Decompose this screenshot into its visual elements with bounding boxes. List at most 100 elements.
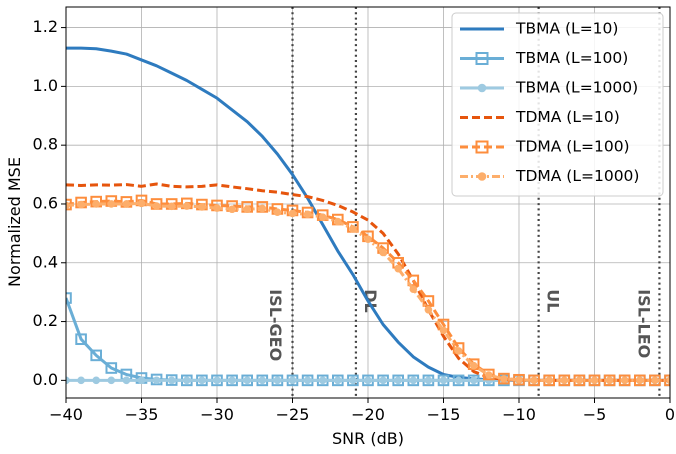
data-point <box>349 376 357 385</box>
data-point <box>258 204 267 213</box>
legend-label: TDMA (L=100) <box>515 138 630 156</box>
legend-label: TDMA (L=1000) <box>515 167 639 185</box>
data-point <box>92 200 100 208</box>
data-point <box>620 376 629 385</box>
data-point <box>379 248 387 257</box>
data-point <box>183 376 191 385</box>
legend: TBMA (L=10) TBMA (L=100) TBMA (L=1000) TDMA… <box>451 12 664 197</box>
data-point <box>228 205 236 214</box>
x-tick-label: −35 <box>125 405 159 424</box>
data-point <box>409 376 418 385</box>
data-point <box>334 376 342 385</box>
data-point <box>545 376 554 385</box>
data-point <box>454 376 463 385</box>
data-point <box>500 375 508 383</box>
y-tick-label: 0.2 <box>33 311 58 330</box>
y-axis-label: Normalized MSE <box>5 157 24 287</box>
data-point <box>424 376 433 385</box>
axes-layer: −40 −35 −30 −25 −20 −15 −10 −5 0 0.0 0.2 0.4 0.6 0.8 1… <box>33 6 675 424</box>
data-point <box>152 376 161 385</box>
data-point <box>288 209 297 218</box>
data-point <box>422 295 435 307</box>
legend-label: TBMA (L=1000) <box>515 79 638 97</box>
legend-label: TBMA (L=10) <box>515 20 618 38</box>
data-point <box>198 376 206 385</box>
data-point <box>605 376 614 385</box>
legend-label: TBMA (L=100) <box>515 49 628 67</box>
data-point <box>213 204 221 212</box>
data-point <box>137 376 146 385</box>
data-point <box>92 376 100 385</box>
data-point <box>243 376 251 385</box>
data-point <box>575 376 584 385</box>
x-tick-label: −40 <box>49 405 83 424</box>
x-tick-label: −15 <box>427 405 461 424</box>
data-point <box>439 326 448 335</box>
data-point <box>122 200 131 208</box>
data-point <box>167 202 176 211</box>
x-tick-label: −25 <box>276 405 310 424</box>
data-point <box>213 376 221 385</box>
data-point <box>618 374 631 387</box>
x-tick-label: −5 <box>583 405 607 424</box>
data-point <box>105 362 118 374</box>
data-point <box>90 349 103 362</box>
data-point <box>590 376 599 385</box>
vertical-line-label: ISL-GEO <box>266 289 285 361</box>
vertical-line-label: UL <box>544 289 563 312</box>
data-point <box>394 376 403 385</box>
y-tick-label: 0.8 <box>33 135 58 154</box>
data-point <box>303 376 312 385</box>
data-point <box>636 376 644 385</box>
legend-label: TDMA (L=10) <box>515 108 620 126</box>
series-group <box>66 199 670 385</box>
data-point <box>334 217 342 226</box>
data-point <box>137 199 146 208</box>
data-point <box>485 371 493 379</box>
data-point <box>75 333 87 346</box>
data-point <box>477 83 487 93</box>
data-point <box>515 375 523 384</box>
data-point <box>475 52 489 65</box>
data-point <box>243 205 251 214</box>
data-point <box>273 376 282 385</box>
data-point <box>167 376 176 385</box>
y-tick-label: 0.6 <box>33 193 58 212</box>
series-layer <box>66 46 670 387</box>
legend-box <box>451 12 664 197</box>
data-point <box>634 374 646 387</box>
data-point <box>666 376 670 385</box>
data-point <box>409 285 418 294</box>
data-point <box>424 306 433 314</box>
x-tick-label: −20 <box>351 405 385 424</box>
x-tick-label: −30 <box>200 405 234 424</box>
data-point <box>152 202 161 210</box>
data-point <box>228 376 236 385</box>
data-point <box>407 274 420 287</box>
x-tick-label: 0 <box>665 405 675 424</box>
data-point <box>469 361 478 370</box>
y-tick-label: 1.2 <box>33 17 58 36</box>
data-point <box>477 172 487 181</box>
data-point <box>651 376 659 385</box>
data-point <box>303 210 312 219</box>
x-axis-label: SNR (dB) <box>332 429 404 448</box>
data-point <box>394 264 403 273</box>
data-point <box>364 235 372 244</box>
data-point <box>198 203 206 211</box>
data-point <box>439 376 448 385</box>
data-point <box>318 213 327 221</box>
data-point <box>77 376 85 385</box>
data-point <box>318 376 327 385</box>
data-point <box>530 376 538 385</box>
data-point <box>258 376 267 385</box>
y-tick-label: 0.4 <box>33 252 58 271</box>
data-point <box>364 376 372 385</box>
data-point <box>107 376 116 385</box>
data-point <box>349 225 357 233</box>
vertical-line-label: ISL-LEO <box>634 289 653 358</box>
data-point <box>107 200 116 208</box>
data-point <box>183 202 191 210</box>
